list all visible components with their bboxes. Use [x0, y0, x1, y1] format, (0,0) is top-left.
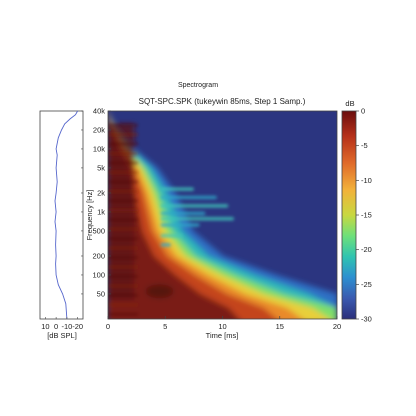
core-band	[108, 190, 138, 193]
core-band	[108, 256, 138, 259]
x-axis-ticks: 0 5 10 15 20	[106, 316, 341, 331]
y-axis-label: Frequency [Hz]	[85, 190, 94, 241]
x-tick-label: 5	[163, 322, 167, 331]
core-band	[108, 199, 138, 202]
colorbar-tick-label: -25	[361, 280, 372, 289]
y-tick-label: 5k	[97, 163, 105, 172]
y-tick-label: 1k	[97, 207, 105, 216]
colorbar-tick-label: 0	[361, 107, 365, 116]
y-tick-label: 2k	[97, 188, 105, 197]
ringing-streak	[160, 195, 217, 200]
x-tick-label: 20	[333, 322, 341, 331]
ringing-streak	[160, 187, 194, 191]
core-band	[108, 180, 138, 183]
chart-title: SQT-SPC.SPK (tukeywin 85ms, Step 1 Samp.…	[139, 97, 306, 106]
core-band	[108, 124, 138, 127]
y-tick-label: 50	[97, 289, 105, 298]
x-axis-label: Time [ms]	[206, 331, 239, 340]
ringing-streak	[160, 204, 229, 208]
heat-core	[108, 123, 135, 301]
heat-level-darkred	[108, 111, 240, 319]
colorbar-tick-label: -10	[361, 176, 372, 185]
ringing-streak	[160, 211, 206, 215]
response-x-tick-label: 10	[41, 322, 49, 331]
core-band	[108, 266, 138, 268]
x-tick-label: 15	[276, 322, 284, 331]
y-tick-label: 10k	[93, 144, 105, 153]
y-axis-ticks: 50 100 200 500 1k 2k 5k 10k 20k 40k	[81, 107, 111, 298]
core-band	[108, 209, 138, 212]
frequency-response-plot: 10 0 -10 -20 [dB SPL]	[39, 110, 84, 340]
response-x-label: [dB SPL]	[47, 331, 77, 340]
ringing-streak	[160, 223, 200, 227]
response-plot-frame	[39, 110, 84, 320]
ringing-streak	[160, 217, 234, 221]
spectrogram-plot: SQT-SPC.SPK (tukeywin 85ms, Step 1 Samp.…	[81, 97, 341, 340]
y-tick-label: 40k	[93, 107, 105, 116]
x-tick-label: 0	[106, 322, 110, 331]
core-band	[108, 218, 138, 221]
colorbar: dB 0 -5 -10 -15 -20 -25 -30	[341, 99, 372, 324]
y-tick-label: 200	[92, 251, 105, 260]
colorbar-tick-label: -15	[361, 211, 372, 220]
core-band	[108, 313, 138, 316]
colorbar-tick-label: -20	[361, 245, 372, 254]
response-x-tick-label: -20	[72, 322, 83, 331]
core-band	[108, 143, 138, 146]
core-band	[108, 162, 138, 164]
core-band	[108, 303, 138, 306]
core-band	[108, 171, 138, 174]
colorbar-ticks: 0 -5 -10 -15 -20 -25 -30	[356, 107, 372, 324]
heatmap-image	[108, 111, 337, 319]
y-tick-label: 20k	[93, 125, 105, 134]
core-band	[108, 228, 138, 231]
heat-low-freq-blob	[145, 284, 174, 299]
colorbar-label: dB	[345, 99, 354, 108]
response-x-tick-label: 0	[54, 322, 58, 331]
ringing-streak	[160, 234, 183, 238]
colorbar-tick-label: -30	[361, 315, 372, 324]
core-band	[108, 284, 138, 287]
core-band	[108, 237, 138, 240]
window-title: Spectrogram	[178, 82, 218, 89]
core-band	[108, 152, 138, 155]
x-tick-label: 10	[218, 322, 226, 331]
response-x-tick-label: -10	[61, 322, 72, 331]
response-series-line	[54, 110, 78, 320]
core-band	[108, 294, 138, 297]
core-band	[108, 275, 138, 278]
core-band	[108, 247, 138, 250]
response-x-ticks: 10 0 -10 -20	[41, 317, 83, 331]
y-tick-label: 100	[92, 270, 105, 279]
ringing-streak	[160, 243, 171, 247]
colorbar-tick-label: -5	[361, 141, 368, 150]
core-band	[108, 133, 138, 136]
colorbar-gradient	[341, 110, 357, 320]
y-tick-label: 500	[92, 226, 105, 235]
